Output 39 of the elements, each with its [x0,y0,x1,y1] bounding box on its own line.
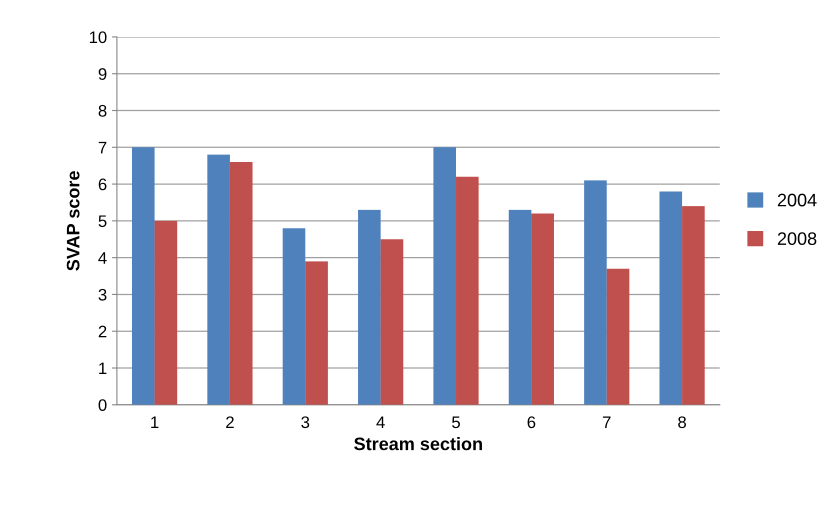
legend-label: 2004 [778,194,817,206]
bar [358,210,381,405]
bar [433,147,456,405]
x-tick-label: 1 [151,416,158,428]
x-axis-title: Stream section [354,437,482,450]
x-tick-label: 5 [452,416,460,428]
y-tick-label: 2 [98,326,106,338]
y-tick-label: 3 [98,288,106,301]
y-tick-label: 9 [98,68,106,80]
y-tick-label: 6 [98,178,106,190]
bar [154,220,178,405]
y-tick-label: 10 [90,31,107,44]
y-tick-label: 7 [98,142,106,154]
x-tick-label: 8 [678,416,686,428]
bar [659,191,682,405]
bar [584,180,607,405]
x-tick-label: 7 [602,416,611,428]
bar [207,154,230,405]
bar [456,176,479,405]
bar [282,228,306,405]
bar [682,206,705,405]
bar [132,147,155,405]
y-tick-label: 1 [99,362,106,374]
legend-label: 2008 [778,232,816,246]
bar [230,162,253,405]
x-tick-label: 3 [301,416,310,428]
y-tick-label: 0 [98,399,107,412]
y-tick-label: 8 [98,104,106,117]
x-tick-label: 4 [376,416,385,428]
y-tick-label: 5 [98,215,106,228]
x-tick-label: 2 [226,416,234,428]
bar [531,214,554,405]
y-axis-title: SVAP score [66,171,80,271]
bar [305,261,328,405]
bar [606,268,630,405]
y-tick-label: 4 [98,252,107,264]
x-tick-label: 6 [528,416,536,428]
bar [380,239,404,405]
bar [508,210,532,405]
